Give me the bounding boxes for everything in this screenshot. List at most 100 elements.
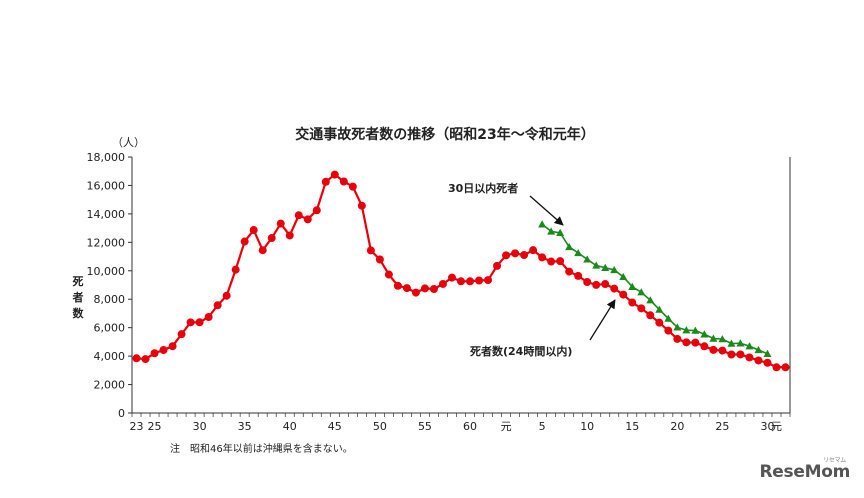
data-point [583,277,592,286]
data-point [213,301,222,310]
data-point [718,335,727,343]
data-point [420,284,429,293]
data-point [375,255,384,264]
y-tick-label: 14,000 [87,208,126,221]
data-point [736,339,745,347]
y-tick-label: 8,000 [94,293,126,306]
data-point [664,326,673,335]
data-point [538,220,547,228]
chart-note: 注 昭和46年以前は沖縄県を含まない。 [170,442,353,455]
data-point [466,277,475,286]
data-point [727,350,736,359]
x-tick-label: 25 [715,420,729,433]
data-point [357,201,366,210]
data-point [249,226,258,235]
data-point [763,349,772,357]
data-point [655,305,664,313]
data-point [592,261,601,269]
data-point [294,211,303,220]
data-point [745,342,754,350]
data-point [601,263,610,271]
data-point [772,363,781,372]
annotation-30day: 30日以内死者 [448,181,518,195]
series-line [541,223,768,355]
y-tick-label: 16,000 [87,179,126,192]
data-point [583,255,592,263]
data-point [682,326,691,334]
data-point [538,253,547,262]
data-point [664,314,673,322]
series-2 [538,220,772,357]
data-point [628,282,637,290]
data-point [150,349,159,358]
y-tick-label: 2,000 [94,379,126,392]
data-point [754,356,763,365]
data-point [240,237,249,246]
data-point [763,358,772,367]
data-point [628,298,637,307]
data-point [520,251,529,260]
data-point [429,284,438,293]
data-point [177,330,186,339]
data-point [637,288,646,296]
data-point [619,290,628,299]
data-point [646,311,655,320]
data-point [718,346,727,355]
data-point [556,228,565,237]
x-tick-label: 20 [670,420,684,433]
data-point [330,170,339,179]
data-point [159,346,168,355]
y-unit-label: （人） [112,136,145,149]
data-point [709,334,718,342]
y-tick-label: 12,000 [87,236,126,249]
x-tick-label: 50 [373,420,387,433]
x-tick-label: 45 [328,420,342,433]
data-point [709,345,718,354]
data-point [303,215,312,224]
resemom-logo: ReseMom リセマム [759,457,851,482]
x-tick-label: 元 [771,420,782,433]
data-point [267,234,276,243]
data-point [691,338,700,347]
data-point [745,353,754,362]
data-point [736,350,745,359]
x-tick-label: 30 [193,420,207,433]
data-point [411,288,420,297]
data-point [565,267,574,276]
data-point [637,304,646,313]
data-point [168,342,177,351]
data-point [547,227,556,235]
data-point [574,271,583,280]
data-point [673,323,682,331]
data-point [447,273,456,282]
logo-text: ReseMom [759,462,851,482]
data-point [700,330,709,338]
data-point [610,265,619,274]
data-point [132,354,141,363]
x-tick-label: 元 [501,420,512,433]
y-axis: 0 2,000 4,000 6,000 8,000 10,000 12,000 14,000 1… [87,151,791,420]
data-point [231,265,240,274]
data-point [321,177,330,186]
data-point [141,355,150,364]
data-point [195,318,204,327]
x-tick-label: 40 [283,420,297,433]
x-axis: 23 25 30 35 40 45 50 55 60 元 5 10 15 20 25 30元 [130,412,791,433]
data-point [457,277,465,286]
data-point [393,281,402,290]
data-point [592,280,601,289]
y-tick-label: 18,000 [87,151,126,164]
data-point [727,339,736,347]
x-tick-label: 5 [539,420,546,433]
data-point [258,246,267,255]
chart-title: 交通事故死者数の推移（昭和23年～令和元年） [295,126,594,143]
annotation-24h: 死者数(24時間以内) [470,344,572,358]
data-point [565,242,574,251]
data-point [204,312,213,321]
x-tick-label: 15 [625,420,639,433]
data-point [655,318,664,327]
data-point [502,251,511,260]
